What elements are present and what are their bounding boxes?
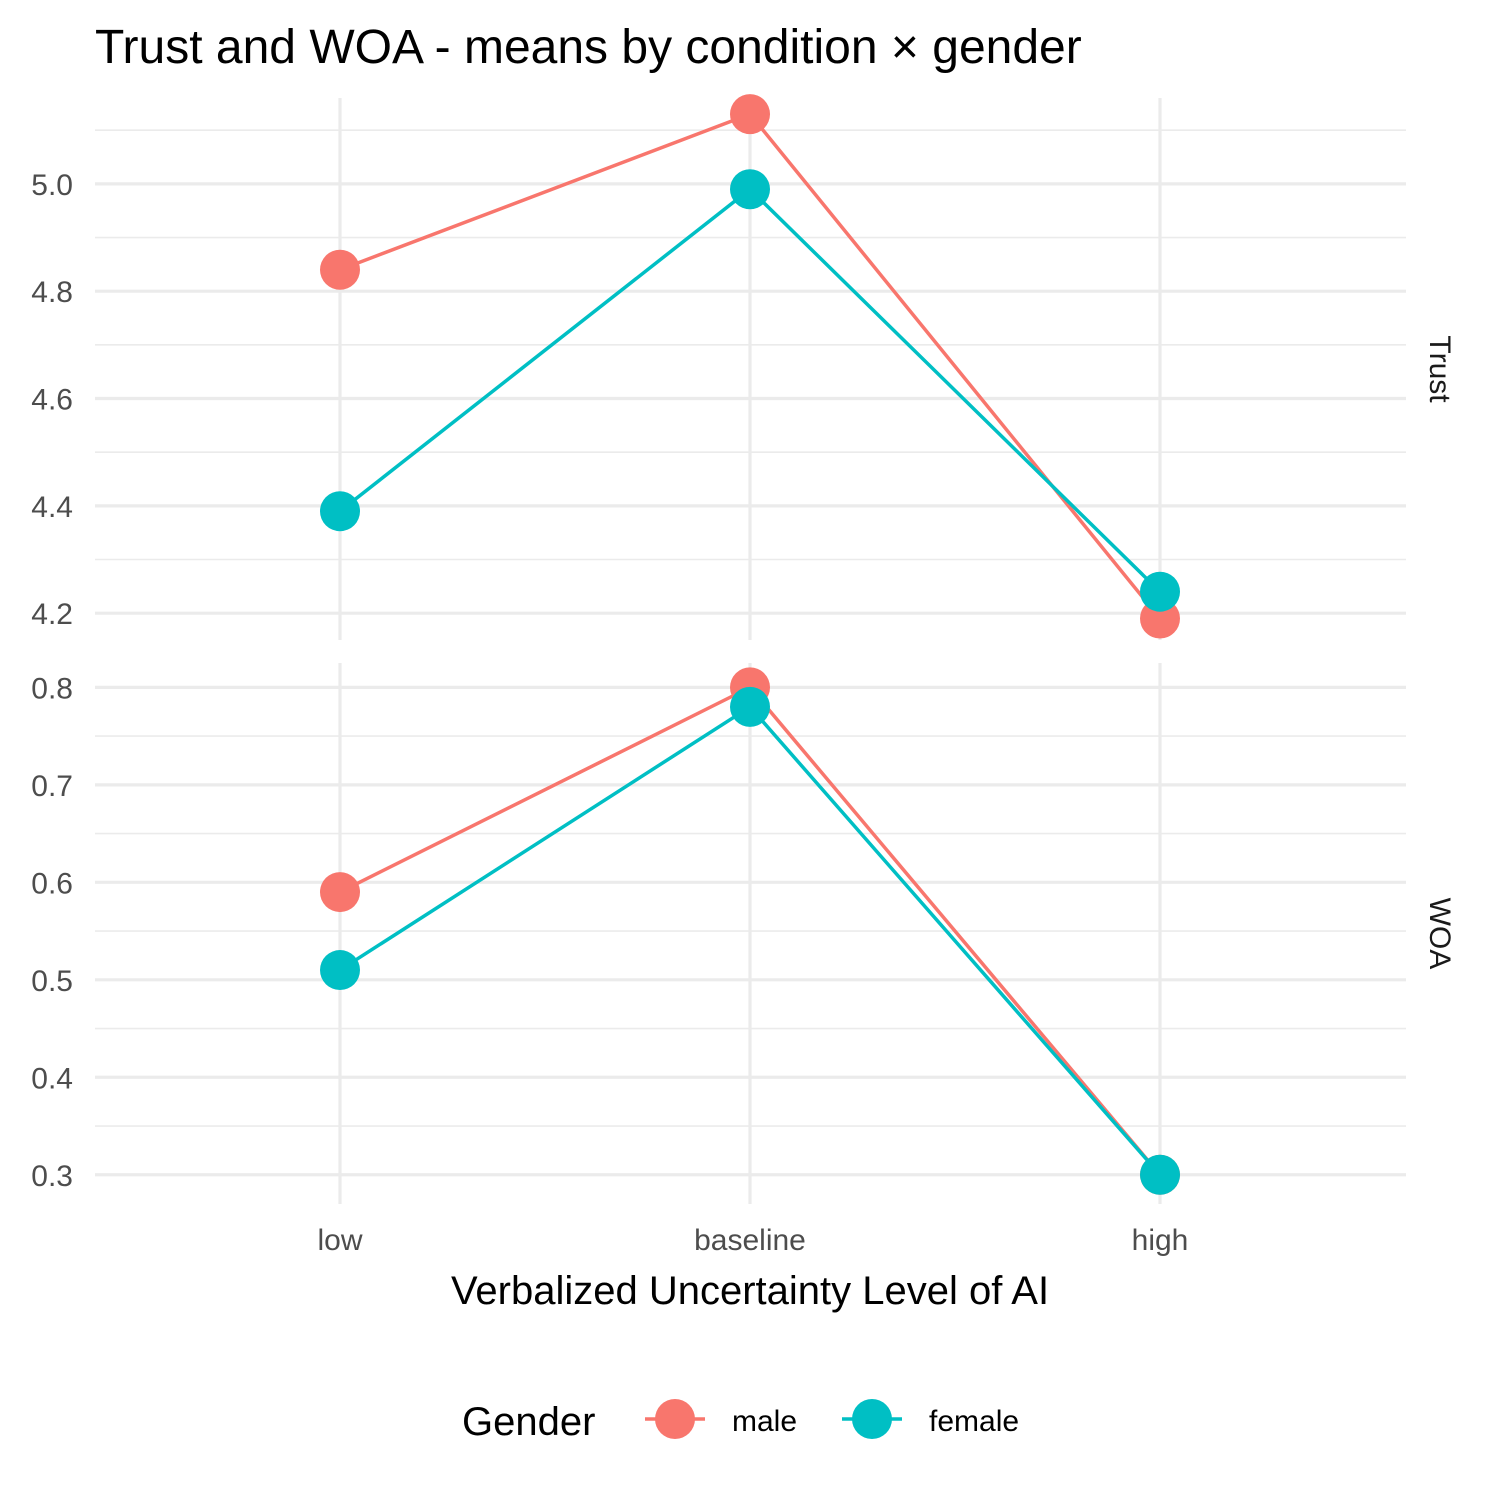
legend-title: Gender xyxy=(462,1400,595,1444)
y-tick-label: 0.8 xyxy=(31,672,73,705)
y-tick-label: 5.0 xyxy=(31,169,73,202)
y-tick-label: 0.6 xyxy=(31,867,73,900)
legend-label-male: male xyxy=(732,1405,797,1438)
x-tick-label: high xyxy=(1132,1224,1189,1257)
data-point-male xyxy=(320,249,360,290)
strip-label: Trust xyxy=(1423,335,1456,403)
strip-label: WOA xyxy=(1423,898,1456,970)
facet-panels: 4.2 4.4 4.6 4.8 5.0 Trust 0.3 0.4 0.5 0.6 0.7 0.8 WO… xyxy=(31,94,1456,1204)
x-tick-label: baseline xyxy=(694,1224,806,1257)
data-point-male xyxy=(730,94,770,135)
y-tick-label: 0.3 xyxy=(31,1160,73,1193)
panel-trust: 4.2 4.4 4.6 4.8 5.0 Trust xyxy=(31,94,1456,640)
legend-key-point-male xyxy=(655,1399,695,1439)
x-axis-title: Verbalized Uncertainty Level of AI xyxy=(451,1269,1049,1313)
data-point-female xyxy=(320,950,360,991)
y-tick-label: 0.5 xyxy=(31,965,73,998)
y-tick-label: 0.4 xyxy=(31,1062,73,1095)
legend: Gender male female xyxy=(462,1399,1019,1444)
y-tick-label: 4.6 xyxy=(31,384,73,417)
panel-woa: 0.3 0.4 0.5 0.6 0.7 0.8 WOA xyxy=(31,663,1456,1204)
y-tick-label: 4.8 xyxy=(31,276,73,309)
data-point-female xyxy=(1140,571,1180,612)
data-point-female xyxy=(730,686,770,727)
x-axis: low baseline high xyxy=(317,1224,1188,1257)
data-point-female xyxy=(320,491,360,532)
data-point-female xyxy=(1140,1154,1180,1195)
y-tick-label: 4.4 xyxy=(31,491,73,524)
chart-title: Trust and WOA - means by condition × gen… xyxy=(95,21,1082,74)
y-tick-label: 4.2 xyxy=(31,598,73,631)
data-point-male xyxy=(320,872,360,913)
y-tick-label: 0.7 xyxy=(31,770,73,803)
x-tick-label: low xyxy=(317,1224,362,1257)
legend-label-female: female xyxy=(929,1405,1019,1438)
legend-key-point-female xyxy=(852,1399,892,1439)
data-point-female xyxy=(730,169,770,210)
